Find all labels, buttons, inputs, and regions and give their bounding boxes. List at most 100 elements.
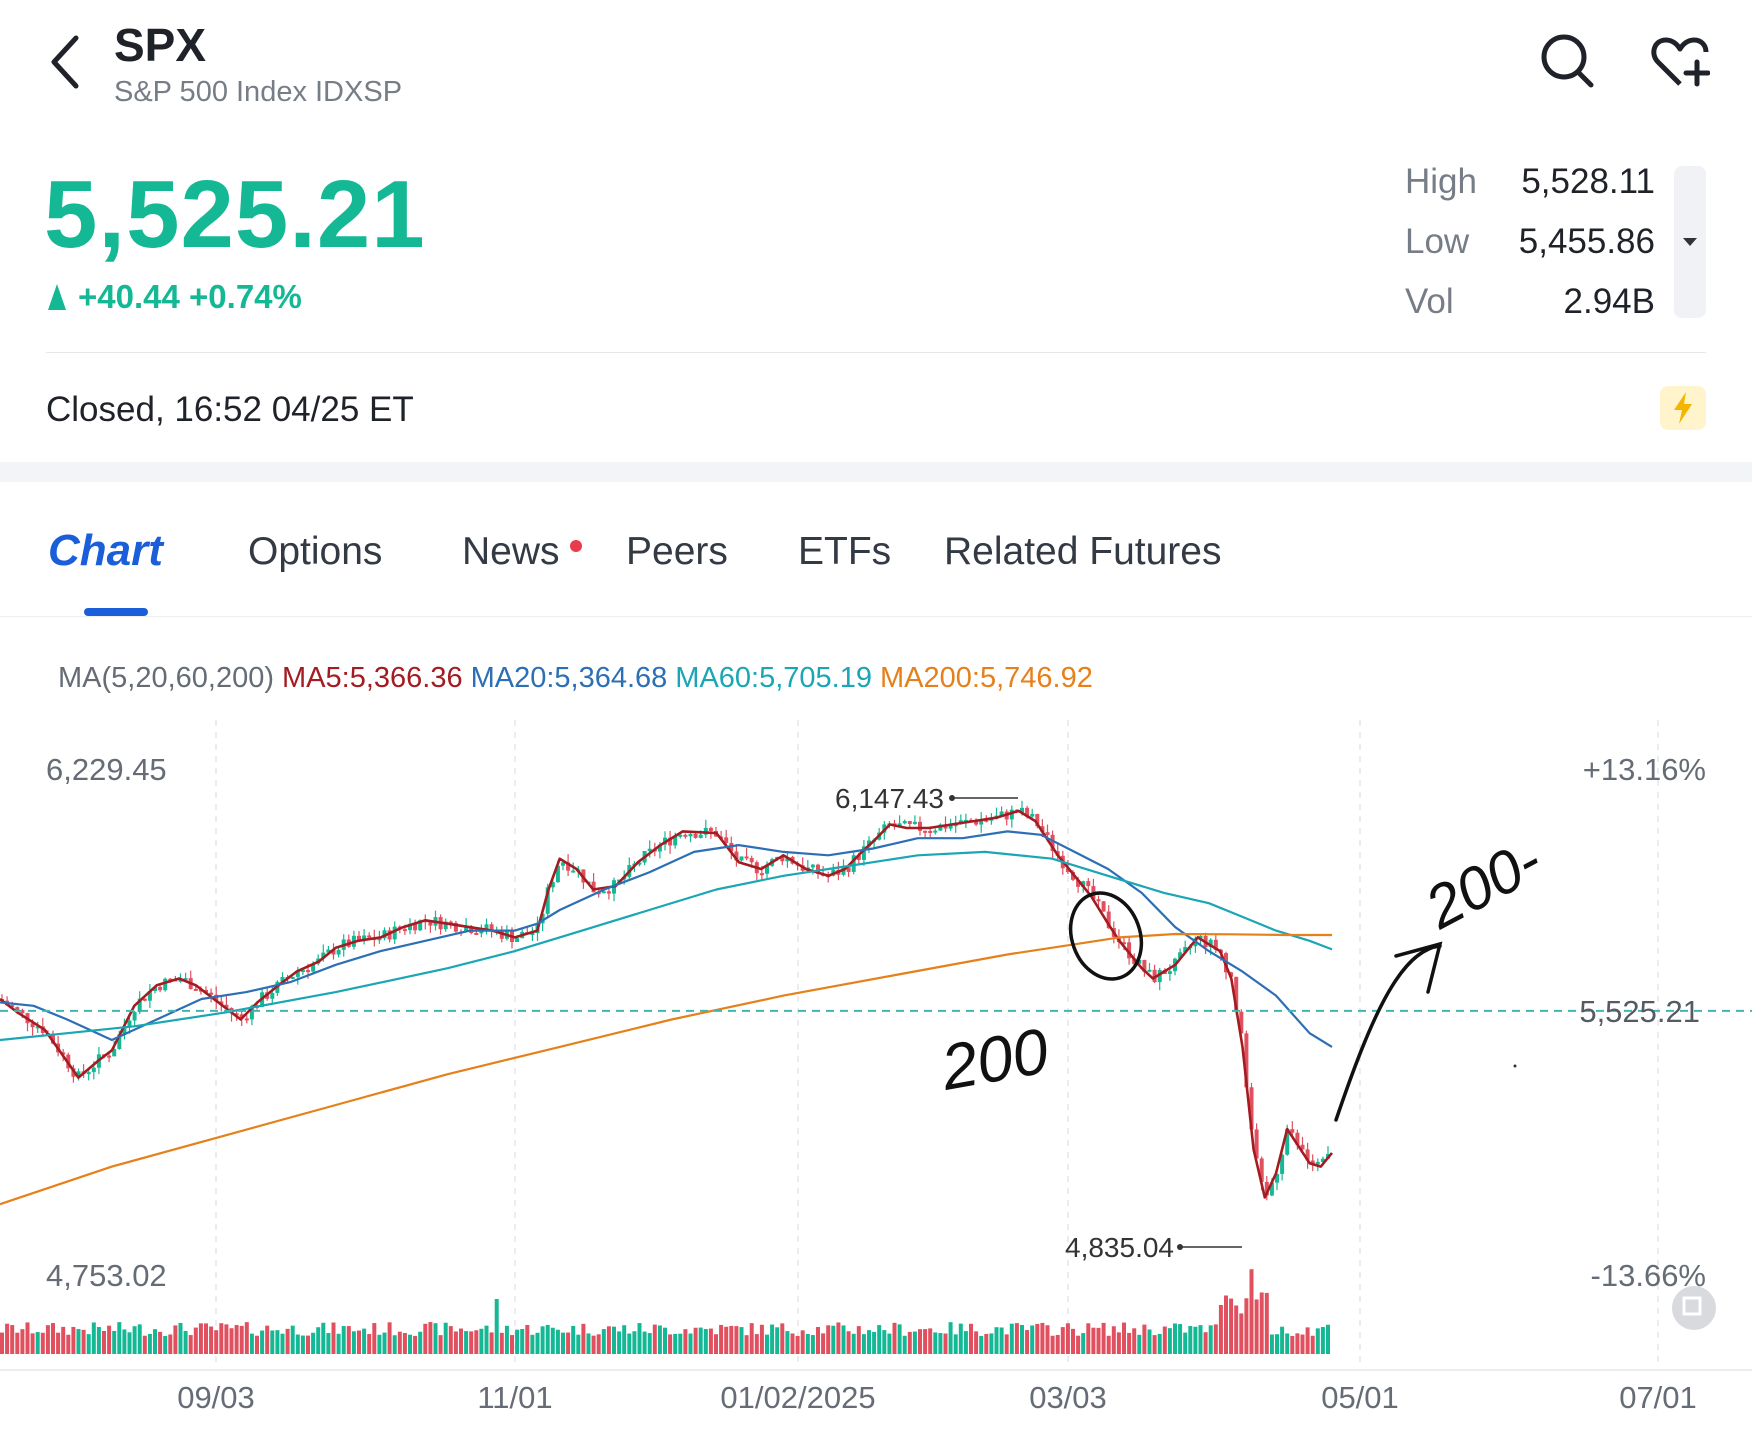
volume-bar: [606, 1326, 611, 1354]
quick-trade-button[interactable]: [1660, 386, 1706, 430]
tab-etfs[interactable]: ETFs: [798, 530, 892, 573]
candle-body: [1147, 969, 1152, 972]
candle-body: [35, 1026, 40, 1029]
volume-bar: [326, 1333, 331, 1354]
stats-expand-button[interactable]: [1674, 166, 1706, 318]
candle-body: [912, 821, 917, 824]
candle-body: [1310, 1160, 1315, 1165]
candle-body: [132, 1012, 137, 1021]
candle-body: [1096, 899, 1101, 902]
volume-bar: [102, 1330, 106, 1354]
candle-body: [20, 1010, 25, 1014]
chart-fullscreen-button[interactable]: [1672, 1286, 1716, 1330]
volume-bar: [877, 1325, 882, 1354]
volume-bar: [453, 1331, 458, 1354]
watchlist-button[interactable]: [1650, 32, 1711, 92]
ma5-line: [0, 809, 1334, 1199]
volume-bar: [657, 1325, 662, 1354]
low-annotation-label: 4,835.04: [1065, 1232, 1174, 1263]
candle-body: [464, 926, 469, 932]
volume-bar: [1111, 1326, 1116, 1354]
candle-body: [290, 976, 295, 979]
candle-body: [107, 1055, 112, 1058]
volume-bar: [163, 1335, 168, 1354]
volume-bar: [999, 1327, 1004, 1354]
volume-bar: [632, 1331, 637, 1354]
volume-bar: [413, 1335, 418, 1354]
tab-news[interactable]: News: [462, 530, 560, 573]
candle-body: [1254, 1129, 1259, 1159]
volume-bar: [479, 1328, 484, 1354]
candle-body: [984, 819, 989, 822]
candle-body: [1132, 958, 1137, 964]
volume-bar: [535, 1332, 540, 1354]
volume-bar: [56, 1332, 61, 1354]
volume-bar: [198, 1323, 203, 1354]
volume-bar: [1203, 1332, 1208, 1354]
volume-bar: [780, 1323, 785, 1354]
volume-bar: [346, 1326, 351, 1354]
volume-bar: [270, 1330, 275, 1354]
tab-options[interactable]: Options: [248, 530, 383, 573]
volume-bar: [1076, 1335, 1081, 1354]
volume-bar: [938, 1333, 943, 1354]
volume-bar: [1249, 1269, 1254, 1354]
candle-body: [724, 837, 729, 843]
volume-bar: [351, 1331, 356, 1354]
candle-body: [657, 844, 662, 852]
volume-bar: [76, 1329, 81, 1354]
candle-body: [1285, 1129, 1290, 1155]
volume-bar: [846, 1331, 851, 1354]
volume-bar: [612, 1326, 616, 1354]
candle-body: [846, 867, 851, 872]
candle-body: [1106, 911, 1111, 929]
volume-bar: [10, 1325, 15, 1354]
candle-body: [413, 923, 418, 931]
candle-body: [647, 848, 652, 851]
volume-bar: [943, 1333, 948, 1354]
volume-bar: [469, 1331, 474, 1354]
volume-bar: [749, 1323, 754, 1354]
volume-bar: [754, 1334, 759, 1354]
volume-bar: [474, 1330, 479, 1354]
volume-bar: [1315, 1328, 1320, 1354]
volume-bar: [810, 1335, 815, 1354]
volume-bar: [122, 1329, 127, 1354]
tab-chart[interactable]: Chart: [48, 526, 163, 575]
candle-body: [928, 830, 933, 833]
candle-body: [448, 921, 453, 924]
candle-body: [963, 819, 968, 822]
volume-bar: [306, 1335, 310, 1354]
tab-peers[interactable]: Peers: [626, 530, 728, 573]
search-button[interactable]: [1538, 30, 1598, 90]
candle-body: [1035, 813, 1040, 827]
ma20-line: [0, 830, 1333, 1048]
volume-bar: [5, 1323, 10, 1354]
candle-body: [907, 821, 912, 824]
volume-bar: [550, 1327, 555, 1354]
last-price: 5,525.21: [44, 161, 426, 268]
volume-bar: [647, 1333, 652, 1354]
volume-bar: [867, 1330, 871, 1354]
volume-bar: [81, 1329, 86, 1354]
candle-body: [10, 1005, 15, 1008]
candle-body: [1239, 1011, 1244, 1034]
candle-body: [897, 823, 902, 826]
candle-body: [1020, 807, 1024, 813]
volume-bar: [397, 1331, 402, 1354]
candle-body: [311, 963, 316, 972]
candle-body: [178, 979, 183, 982]
tab-related-futures[interactable]: Related Futures: [944, 530, 1222, 573]
candle-body: [321, 952, 326, 959]
candle-body: [163, 978, 168, 991]
back-button[interactable]: [46, 32, 96, 92]
x-tick-label: 07/01: [1619, 1380, 1697, 1415]
candle-body: [1030, 813, 1035, 817]
price-chart[interactable]: 6,229.45 4,753.02 +13.16% -13.66% 5,525.…: [0, 700, 1752, 1440]
high-annotation-label: 6,147.43: [835, 783, 944, 814]
volume-bar: [357, 1330, 361, 1354]
candle-body: [377, 938, 382, 941]
volume-bar: [520, 1329, 525, 1354]
volume-bar: [1193, 1326, 1198, 1354]
candle-body: [856, 855, 861, 860]
